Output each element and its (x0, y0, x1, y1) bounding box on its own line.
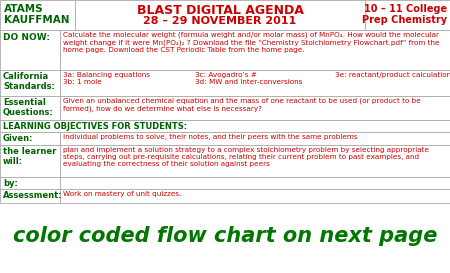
Bar (0, 70, 60, 96)
Text: Essential
Questions:: Essential Questions: (3, 98, 54, 117)
Text: Work on mastery of unit quizzes.: Work on mastery of unit quizzes. (63, 191, 181, 197)
Bar (60, 30, 450, 70)
Bar (0, 177, 60, 189)
Bar (0, 0, 75, 30)
Text: LEARNING OBJECTIVES FOR STUDENTS:: LEARNING OBJECTIVES FOR STUDENTS: (3, 122, 187, 131)
Bar (75, 0, 365, 30)
Text: by:: by: (3, 179, 18, 188)
Bar (60, 70, 450, 96)
Text: California
Standards:: California Standards: (3, 72, 55, 91)
Bar (60, 132, 450, 145)
Text: 28 – 29 NOVEMBER 2011: 28 – 29 NOVEMBER 2011 (144, 16, 297, 26)
Bar (60, 177, 450, 189)
Text: KAUFFMAN: KAUFFMAN (4, 15, 69, 25)
Text: Given:: Given: (3, 134, 33, 143)
Text: the learner
will:: the learner will: (3, 147, 56, 167)
Bar (0, 189, 60, 203)
Text: BLAST DIGITAL AGENDA: BLAST DIGITAL AGENDA (136, 4, 303, 17)
Bar (0, 96, 60, 120)
Bar (0, 132, 60, 145)
Text: DO NOW:: DO NOW: (3, 33, 50, 42)
Bar (60, 145, 450, 177)
Text: 3e: reactant/product calculations: 3e: reactant/product calculations (335, 72, 450, 78)
Bar (0, 120, 450, 132)
Text: 3c: Avogadro’s #
3d: MW and inter-conversions: 3c: Avogadro’s # 3d: MW and inter-conver… (195, 72, 302, 85)
Text: Given an unbalanced chemical equation and the mass of one reactant to be used (o: Given an unbalanced chemical equation an… (63, 98, 421, 112)
Bar (60, 189, 450, 203)
Bar (0, 145, 60, 177)
Text: Calculate the molecular weight (formula weight and/or molar mass) of MnPO₄. How : Calculate the molecular weight (formula … (63, 32, 440, 53)
Bar (60, 96, 450, 120)
Text: plan and implement a solution strategy to a complex stoichiometry problem by sel: plan and implement a solution strategy t… (63, 147, 429, 167)
Text: color coded flow chart on next page: color coded flow chart on next page (13, 226, 437, 246)
Text: 10 – 11 College: 10 – 11 College (364, 4, 447, 14)
Bar (0, 30, 60, 70)
Bar (365, 0, 450, 30)
Text: Prep Chemistry: Prep Chemistry (362, 15, 447, 25)
Text: 3a: Balancing equations
3b: 1 mole: 3a: Balancing equations 3b: 1 mole (63, 72, 150, 85)
Text: ATAMS: ATAMS (4, 4, 44, 14)
Text: Assessment:: Assessment: (3, 191, 63, 200)
Text: Individual problems to solve, their notes, and their peers with the same problem: Individual problems to solve, their note… (63, 134, 358, 140)
